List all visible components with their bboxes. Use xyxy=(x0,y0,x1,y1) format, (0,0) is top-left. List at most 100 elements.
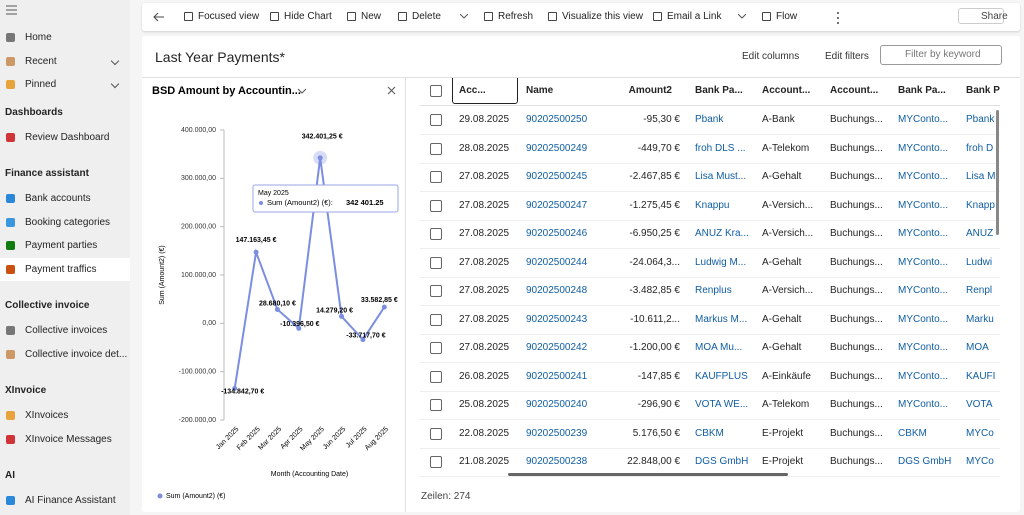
link-cell[interactable]: 90202500238 xyxy=(526,456,588,467)
table-row[interactable]: 22.08.2025 90202500239 5.176,50 € CBKM E-Pro… xyxy=(420,420,1000,449)
link-cell[interactable]: MYConto... xyxy=(898,171,949,182)
link-cell[interactable]: Pbank xyxy=(966,114,995,125)
link-cell[interactable]: 90202500248 xyxy=(526,285,588,296)
column-header[interactable]: Account... xyxy=(762,85,811,96)
link-cell[interactable]: 90202500245 xyxy=(526,171,588,182)
search-box[interactable]: Filter by keyword xyxy=(880,45,1002,65)
link-cell[interactable]: KAUFPLUS xyxy=(695,370,748,382)
scrollbar[interactable] xyxy=(996,110,999,235)
toolbar-button[interactable]: Delete xyxy=(412,11,441,22)
scrollbar[interactable] xyxy=(508,473,788,476)
link-cell[interactable]: 90202500250 xyxy=(526,114,588,125)
nav-item[interactable]: Home xyxy=(0,26,130,49)
chart-controls[interactable] xyxy=(297,86,396,95)
edit-columns[interactable]: Edit columns xyxy=(742,51,800,62)
link-cell[interactable]: MYConto... xyxy=(898,114,949,125)
table-row[interactable]: 27.08.2025 90202500242 -1.200,00 € MOA Mu..… xyxy=(420,334,1000,363)
row-checkbox[interactable] xyxy=(430,370,442,383)
link-cell[interactable]: VOTA xyxy=(966,399,993,410)
row-checkbox[interactable] xyxy=(430,427,442,440)
table-row[interactable]: 25.08.2025 90202500240 -296,90 € VOTA WE...… xyxy=(420,391,1000,420)
row-checkbox[interactable] xyxy=(430,342,442,354)
edit-filters[interactable]: Edit filters xyxy=(825,51,869,62)
nav-item[interactable]: Recent xyxy=(0,50,130,73)
nav-item[interactable]: Payment parties xyxy=(0,234,130,257)
link-cell[interactable]: ANUZ xyxy=(966,228,994,239)
table-row[interactable]: 29.08.2025 90202500250 -95,30 € Pbank A-Bank… xyxy=(420,106,1000,135)
toolbar-button[interactable]: Focused view xyxy=(198,11,260,22)
table-row[interactable]: 27.08.2025 90202500246 -6.950,25 € ANUZ Kra… xyxy=(420,220,1000,249)
link-cell[interactable]: Knappu xyxy=(695,199,730,211)
table-row[interactable]: 28.08.2025 90202500249 -449,70 € froh DLS .… xyxy=(420,135,1000,164)
link-cell[interactable]: DGS GmbH xyxy=(898,456,952,467)
nav-item[interactable]: Booking categories xyxy=(0,211,130,234)
link-cell[interactable]: CBKM xyxy=(695,427,724,439)
link-cell[interactable]: Ludwi xyxy=(966,256,993,268)
column-header[interactable]: Amount2 xyxy=(628,85,672,96)
link-cell[interactable]: MYCo xyxy=(966,427,994,439)
link-cell[interactable]: 90202500241 xyxy=(526,370,588,382)
link-cell[interactable]: froh D xyxy=(966,142,994,154)
table-row[interactable]: 27.08.2025 90202500243 -10.611,2... Markus … xyxy=(420,306,1000,335)
link-cell[interactable]: MYConto... xyxy=(898,142,949,154)
toolbar-button[interactable]: Flow xyxy=(776,11,798,22)
link-cell[interactable]: MYConto... xyxy=(898,370,949,382)
select-all[interactable] xyxy=(430,85,442,97)
link-cell[interactable]: ANUZ Kra... xyxy=(695,228,749,239)
table-row[interactable]: 27.08.2025 90202500244 -24.064,3... Ludwig … xyxy=(420,249,1000,278)
link-cell[interactable]: Ludwig M... xyxy=(695,256,747,268)
row-checkbox[interactable] xyxy=(430,171,442,183)
link-cell[interactable]: CBKM xyxy=(898,427,927,439)
link-cell[interactable]: KAUFI xyxy=(966,370,996,382)
table-row[interactable]: 26.08.2025 90202500241 -147,85 € KAUFPLUS A-… xyxy=(420,363,1000,392)
nav-item[interactable]: Payment traffics xyxy=(0,257,130,281)
link-cell[interactable]: 90202500247 xyxy=(526,199,588,211)
link-cell[interactable]: DGS GmbH xyxy=(695,456,749,467)
row-checkbox[interactable] xyxy=(430,285,442,297)
nav-item[interactable]: Pinned xyxy=(0,73,130,96)
row-checkbox[interactable] xyxy=(430,228,442,240)
link-cell[interactable]: Renplus xyxy=(695,285,732,296)
row-checkbox[interactable] xyxy=(430,142,442,155)
column-header[interactable]: Bank Pa... xyxy=(695,85,743,96)
table-row[interactable]: 27.08.2025 90202500247 -1.275,45 € Knappu A-… xyxy=(420,192,1000,221)
row-checkbox[interactable] xyxy=(430,456,442,468)
link-cell[interactable]: froh DLS ... xyxy=(695,142,746,154)
link-cell[interactable]: 90202500242 xyxy=(526,342,588,353)
link-cell[interactable]: MOA xyxy=(966,342,989,353)
link-cell[interactable]: MYConto... xyxy=(898,256,949,268)
toolbar-button[interactable]: New xyxy=(361,11,382,22)
link-cell[interactable]: MYConto... xyxy=(898,399,949,410)
link-cell[interactable]: Pbank xyxy=(695,114,724,125)
link-cell[interactable]: MYConto... xyxy=(898,285,949,296)
link-cell[interactable]: Knapp xyxy=(966,199,995,211)
toolbar-button[interactable]: Visualize this view xyxy=(562,11,643,22)
table-row[interactable]: 21.08.2025 90202500238 22.848,00 € DGS GmbH… xyxy=(420,448,1000,477)
column-header[interactable]: Acc... xyxy=(459,85,486,96)
row-checkbox[interactable] xyxy=(430,399,442,411)
row-checkbox[interactable] xyxy=(430,114,442,126)
toolbar-button[interactable]: Hide Chart xyxy=(284,11,332,22)
link-cell[interactable]: 90202500240 xyxy=(526,399,588,410)
link-cell[interactable]: Renpl xyxy=(966,285,993,296)
row-checkbox[interactable] xyxy=(430,199,442,212)
link-cell[interactable]: MYCo xyxy=(966,456,994,467)
menu-icon[interactable] xyxy=(6,5,18,15)
column-header[interactable]: Bank Pa... xyxy=(966,85,1000,96)
link-cell[interactable]: MYConto... xyxy=(898,199,949,211)
link-cell[interactable]: Lisa Must... xyxy=(695,171,747,182)
link-cell[interactable]: MOA Mu... xyxy=(695,342,743,353)
nav-item[interactable]: Collective invoice det... xyxy=(0,343,130,366)
nav-item[interactable]: AI Finance Assistant xyxy=(0,489,130,512)
link-cell[interactable]: VOTA WE... xyxy=(695,399,749,410)
more-button[interactable] xyxy=(836,11,840,25)
chevron[interactable] xyxy=(738,14,746,20)
nav-item[interactable]: Review Dashboard xyxy=(0,126,130,149)
nav-item[interactable]: XInvoice Messages xyxy=(0,428,130,451)
link-cell[interactable]: MYConto... xyxy=(898,342,949,353)
link-cell[interactable]: 90202500244 xyxy=(526,256,588,268)
view-title[interactable]: Last Year Payments* xyxy=(155,49,285,65)
column-header[interactable]: Name xyxy=(526,85,554,96)
nav-item[interactable]: XInvoices xyxy=(0,404,130,427)
nav-item[interactable]: Collective invoices xyxy=(0,319,130,342)
